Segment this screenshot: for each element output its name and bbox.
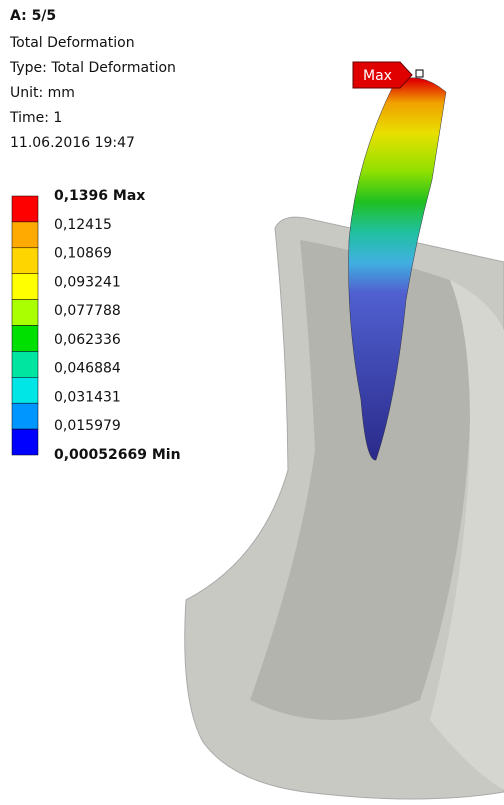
viewport: Max A: 5/5 0,1396 Max 0,12415 0,10869 0,093… — [0, 0, 504, 805]
legend-label: 0,10869 — [54, 246, 112, 262]
info-line: Total Deformation — [9, 35, 135, 51]
probe-label: Max — [363, 68, 392, 84]
legend-label: 0,12415 — [54, 217, 112, 233]
legend-band — [12, 326, 38, 352]
legend-band — [12, 429, 38, 455]
legend: 0,1396 Max 0,12415 0,10869 0,093241 0,077788… — [12, 188, 181, 463]
part-body — [185, 217, 504, 799]
info-line: Time: 1 — [9, 110, 62, 126]
legend-label: 0,031431 — [54, 389, 121, 405]
legend-band — [12, 248, 38, 274]
legend-band — [12, 351, 38, 377]
legend-band — [12, 377, 38, 403]
info-line: Unit: mm — [10, 85, 75, 101]
info-line: Type: Total Deformation — [9, 60, 176, 76]
legend-label: 0,015979 — [54, 418, 121, 434]
legend-band — [12, 222, 38, 248]
legend-label: 0,046884 — [54, 361, 121, 377]
legend-label: 0,00052669 Min — [54, 447, 181, 463]
legend-band — [12, 196, 38, 222]
result-title: A: 5/5 — [10, 8, 56, 24]
legend-label: 0,1396 Max — [54, 188, 145, 204]
legend-band — [12, 274, 38, 300]
probe-point — [416, 70, 423, 77]
legend-band — [12, 403, 38, 429]
legend-label: 0,062336 — [54, 332, 121, 348]
legend-band — [12, 300, 38, 326]
legend-label: 0,093241 — [54, 274, 121, 290]
info-line: 11.06.2016 19:47 — [10, 135, 135, 151]
legend-label: 0,077788 — [54, 303, 121, 319]
